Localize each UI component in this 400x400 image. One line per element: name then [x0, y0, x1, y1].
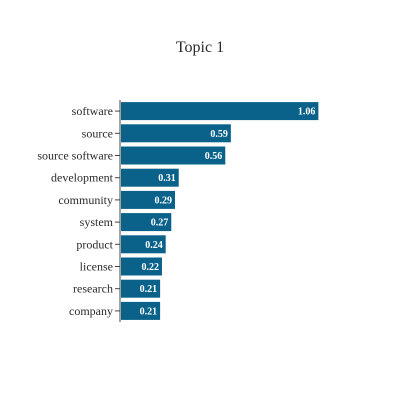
data-label-research: 0.21 — [140, 284, 158, 295]
y-tick-label-license: license — [80, 260, 113, 274]
y-tick-label-product: product — [76, 237, 113, 251]
data-label-product: 0.24 — [145, 240, 163, 251]
bar-community — [121, 190, 175, 209]
y-tick-label-source-software: source software — [37, 149, 113, 163]
data-label-license: 0.22 — [141, 262, 159, 273]
y-tick-label-software: software — [72, 104, 113, 118]
bar-source — [121, 124, 231, 143]
bar-development — [121, 168, 179, 187]
y-tick-label-system: system — [80, 215, 114, 229]
data-label-source: 0.59 — [210, 129, 228, 140]
bar-product — [121, 235, 166, 254]
bar-source-software — [121, 146, 226, 165]
y-tick-label-source: source — [82, 126, 113, 140]
bar-company — [121, 301, 161, 320]
y-tick-label-community: community — [58, 193, 113, 207]
y-tick-label-company: company — [69, 304, 113, 318]
bar-license — [121, 257, 162, 276]
bar-software — [121, 102, 319, 121]
bar-research — [121, 279, 161, 298]
y-tick-label-development: development — [51, 171, 114, 185]
y-axis: software source source software development… — [37, 100, 121, 322]
bar-system — [121, 213, 172, 232]
chart-title: Topic 1 — [176, 39, 224, 56]
data-label-source-software: 0.56 — [205, 151, 223, 162]
bars-layer — [121, 102, 319, 320]
data-label-community: 0.29 — [155, 195, 173, 206]
data-label-company: 0.21 — [140, 306, 158, 317]
y-tick-label-research: research — [73, 282, 113, 296]
data-label-system: 0.27 — [151, 218, 169, 229]
data-label-development: 0.31 — [158, 173, 176, 184]
data-labels-layer: 1.06 0.59 0.56 0.31 0.29 0.27 0.24 0.22 0.21 0.21 — [140, 107, 316, 318]
data-label-software: 1.06 — [298, 107, 316, 118]
